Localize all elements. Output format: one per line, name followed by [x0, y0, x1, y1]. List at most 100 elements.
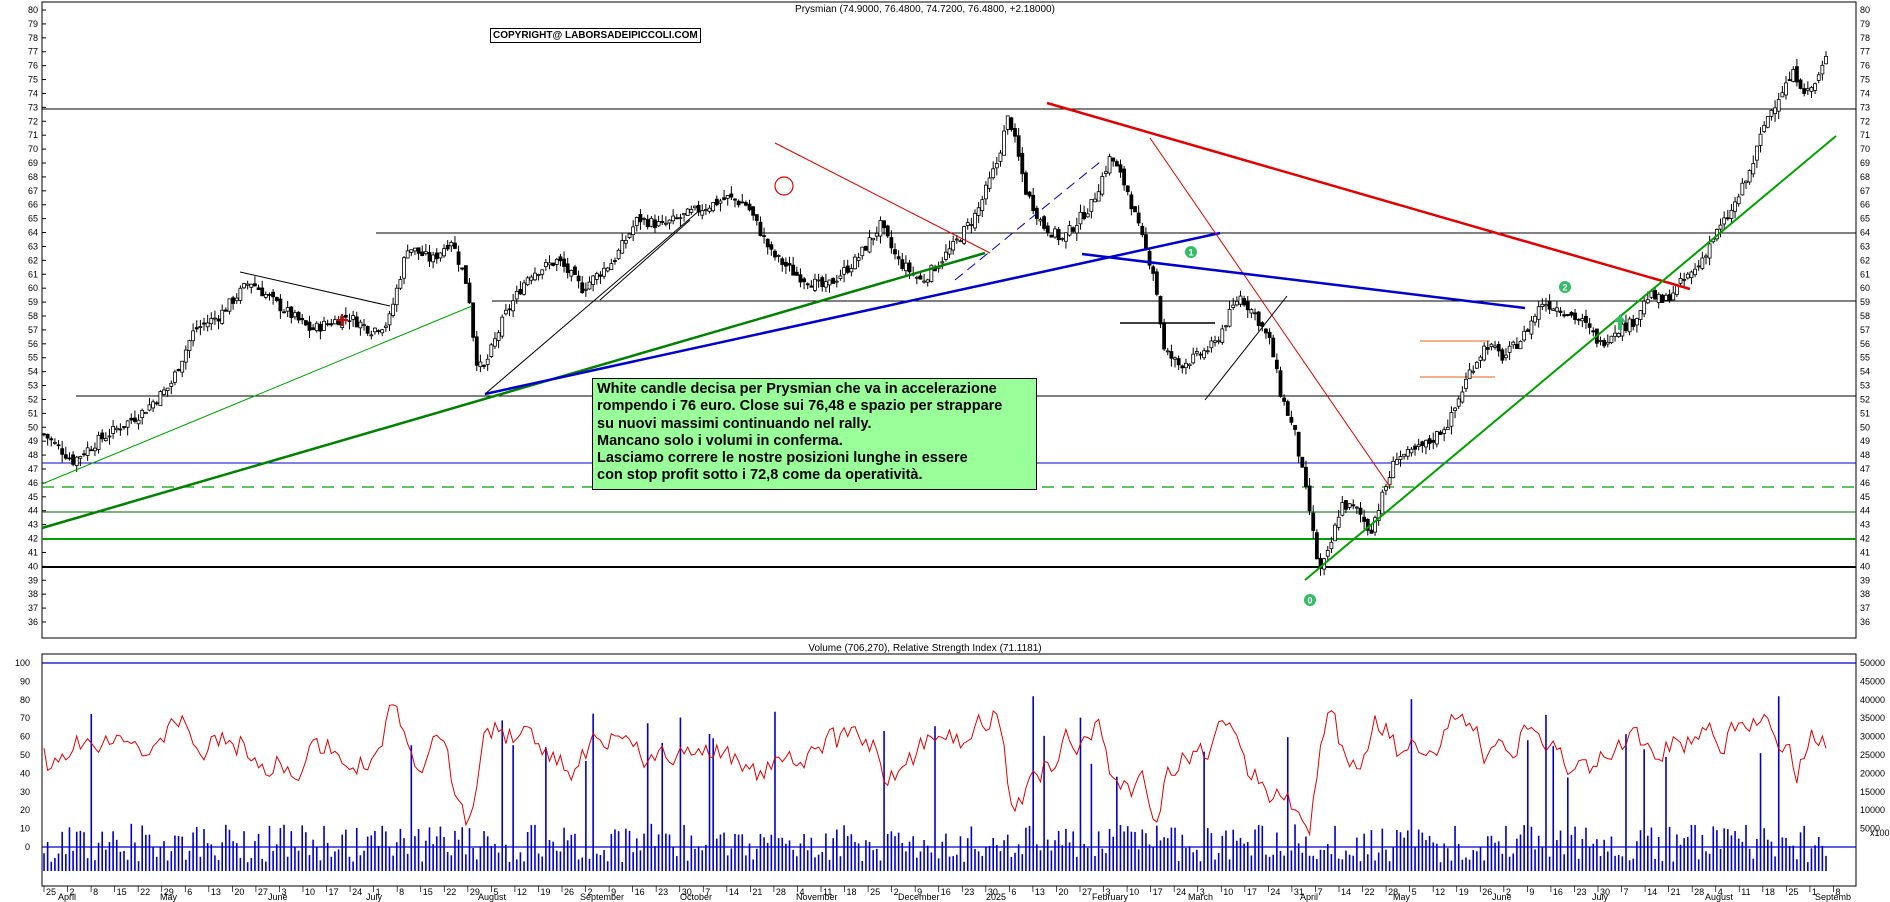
downtrend-red-thin [774, 142, 991, 254]
candle-body [736, 200, 741, 206]
candle-body [838, 275, 843, 279]
x-day-label: 19 [1459, 887, 1469, 897]
rsi-line [43, 704, 1827, 837]
candle-body [1024, 172, 1028, 195]
x-day-label: 13 [211, 887, 221, 897]
price-tick-right: 76 [1860, 61, 1870, 71]
x-day-label: 30 [988, 887, 998, 897]
candle-body [1307, 485, 1312, 512]
candle-body [78, 456, 83, 459]
candle-body [114, 427, 119, 431]
price-tick-left: 68 [28, 172, 38, 182]
x-day-label: 9 [1529, 887, 1534, 897]
price-tick-left: 78 [28, 33, 38, 43]
x-day-label: 8 [399, 887, 404, 897]
price-tick-right: 69 [1860, 158, 1870, 168]
price-tick-right: 79 [1860, 19, 1870, 29]
candle-body [1693, 268, 1697, 276]
indicator-chart-title: Volume (706,270), Relative Strength Inde… [808, 643, 1041, 654]
x-day-label: 27 [258, 887, 268, 897]
x-day-label: 8 [93, 887, 98, 897]
candle-body [834, 280, 839, 283]
candle-body [783, 261, 788, 267]
candle-body [609, 263, 614, 271]
volume-tick: 5000 [1860, 824, 1880, 834]
candle-body [860, 246, 865, 257]
x-month-label: June [1492, 892, 1512, 902]
candle-body [1351, 504, 1356, 507]
price-tick-right: 80 [1860, 5, 1870, 15]
candle-body [1533, 315, 1537, 323]
candle-body [634, 217, 639, 226]
candle-body [173, 371, 177, 383]
candle-body [602, 267, 606, 277]
candle-body [482, 364, 486, 367]
x-day-label: 29 [470, 887, 480, 897]
candle-body [1104, 171, 1108, 174]
price-chart-title: Prysmian (74.9000, 76.4800, 74.7200, 76.… [795, 4, 1055, 15]
price-tick-right: 56 [1860, 339, 1870, 349]
candle-body [1820, 64, 1825, 75]
x-day-label: 11 [823, 887, 832, 897]
candle-body [478, 361, 483, 368]
candle-body [1747, 170, 1752, 183]
marker-0-label: 0 [1307, 596, 1312, 606]
candle-body [747, 203, 752, 211]
candle-body [1387, 477, 1392, 486]
candle-body [1114, 161, 1119, 167]
candle-body [300, 317, 305, 321]
candle-body [1013, 128, 1017, 137]
candle-body [1373, 517, 1377, 533]
candle-body [1329, 541, 1334, 550]
x-day-label: 30 [682, 887, 692, 897]
price-tick-left: 43 [28, 520, 38, 530]
candle-body [813, 278, 817, 291]
candle-body [1682, 278, 1687, 281]
candle-body [1707, 243, 1712, 259]
candle-body [1140, 226, 1145, 236]
candle-body [944, 251, 948, 260]
long-term-uptrend-green [41, 251, 986, 530]
candle-body [1598, 340, 1603, 342]
candle-body [762, 235, 766, 237]
candle-body [765, 238, 770, 248]
price-tick-right: 73 [1860, 102, 1870, 112]
candle-body [1038, 219, 1043, 222]
candle-body [140, 410, 145, 419]
x-day-label: 1 [376, 887, 381, 897]
candle-body [63, 454, 68, 459]
x-month-label: April [58, 892, 76, 902]
candle-body [1740, 182, 1745, 196]
price-tick-left: 66 [28, 200, 38, 210]
candle-body [696, 204, 701, 213]
price-tick-right: 52 [1860, 394, 1870, 404]
candle-body [725, 195, 730, 199]
comment-line-1: White candle decisa per Prysmian che va … [597, 381, 997, 397]
candle-body [1227, 309, 1232, 327]
candle-body [1627, 318, 1632, 333]
candle-body [405, 250, 410, 259]
candle-body [929, 264, 934, 282]
candle-body [398, 279, 403, 289]
candle-body [667, 219, 672, 224]
candle-body [1082, 212, 1087, 220]
candle-body [954, 238, 959, 241]
candle-body [1780, 92, 1785, 98]
candle-body [642, 218, 646, 220]
x-day-label: 3 [1106, 887, 1111, 897]
candle-body [227, 298, 232, 312]
candle-body [562, 258, 566, 267]
candle-body [1718, 224, 1723, 230]
price-tick-left: 74 [28, 88, 38, 98]
x-day-label: 18 [1765, 887, 1775, 897]
candle-body [434, 252, 439, 260]
x-day-label: 21 [752, 887, 762, 897]
candle-body [1198, 353, 1203, 356]
candle-body [1547, 301, 1552, 310]
candle-body [794, 271, 799, 276]
candle-body [1634, 318, 1639, 326]
x-day-label: 25 [1788, 887, 1798, 897]
candle-body [925, 279, 930, 283]
candle-body [1405, 449, 1410, 457]
price-tick-right: 44 [1860, 506, 1870, 516]
